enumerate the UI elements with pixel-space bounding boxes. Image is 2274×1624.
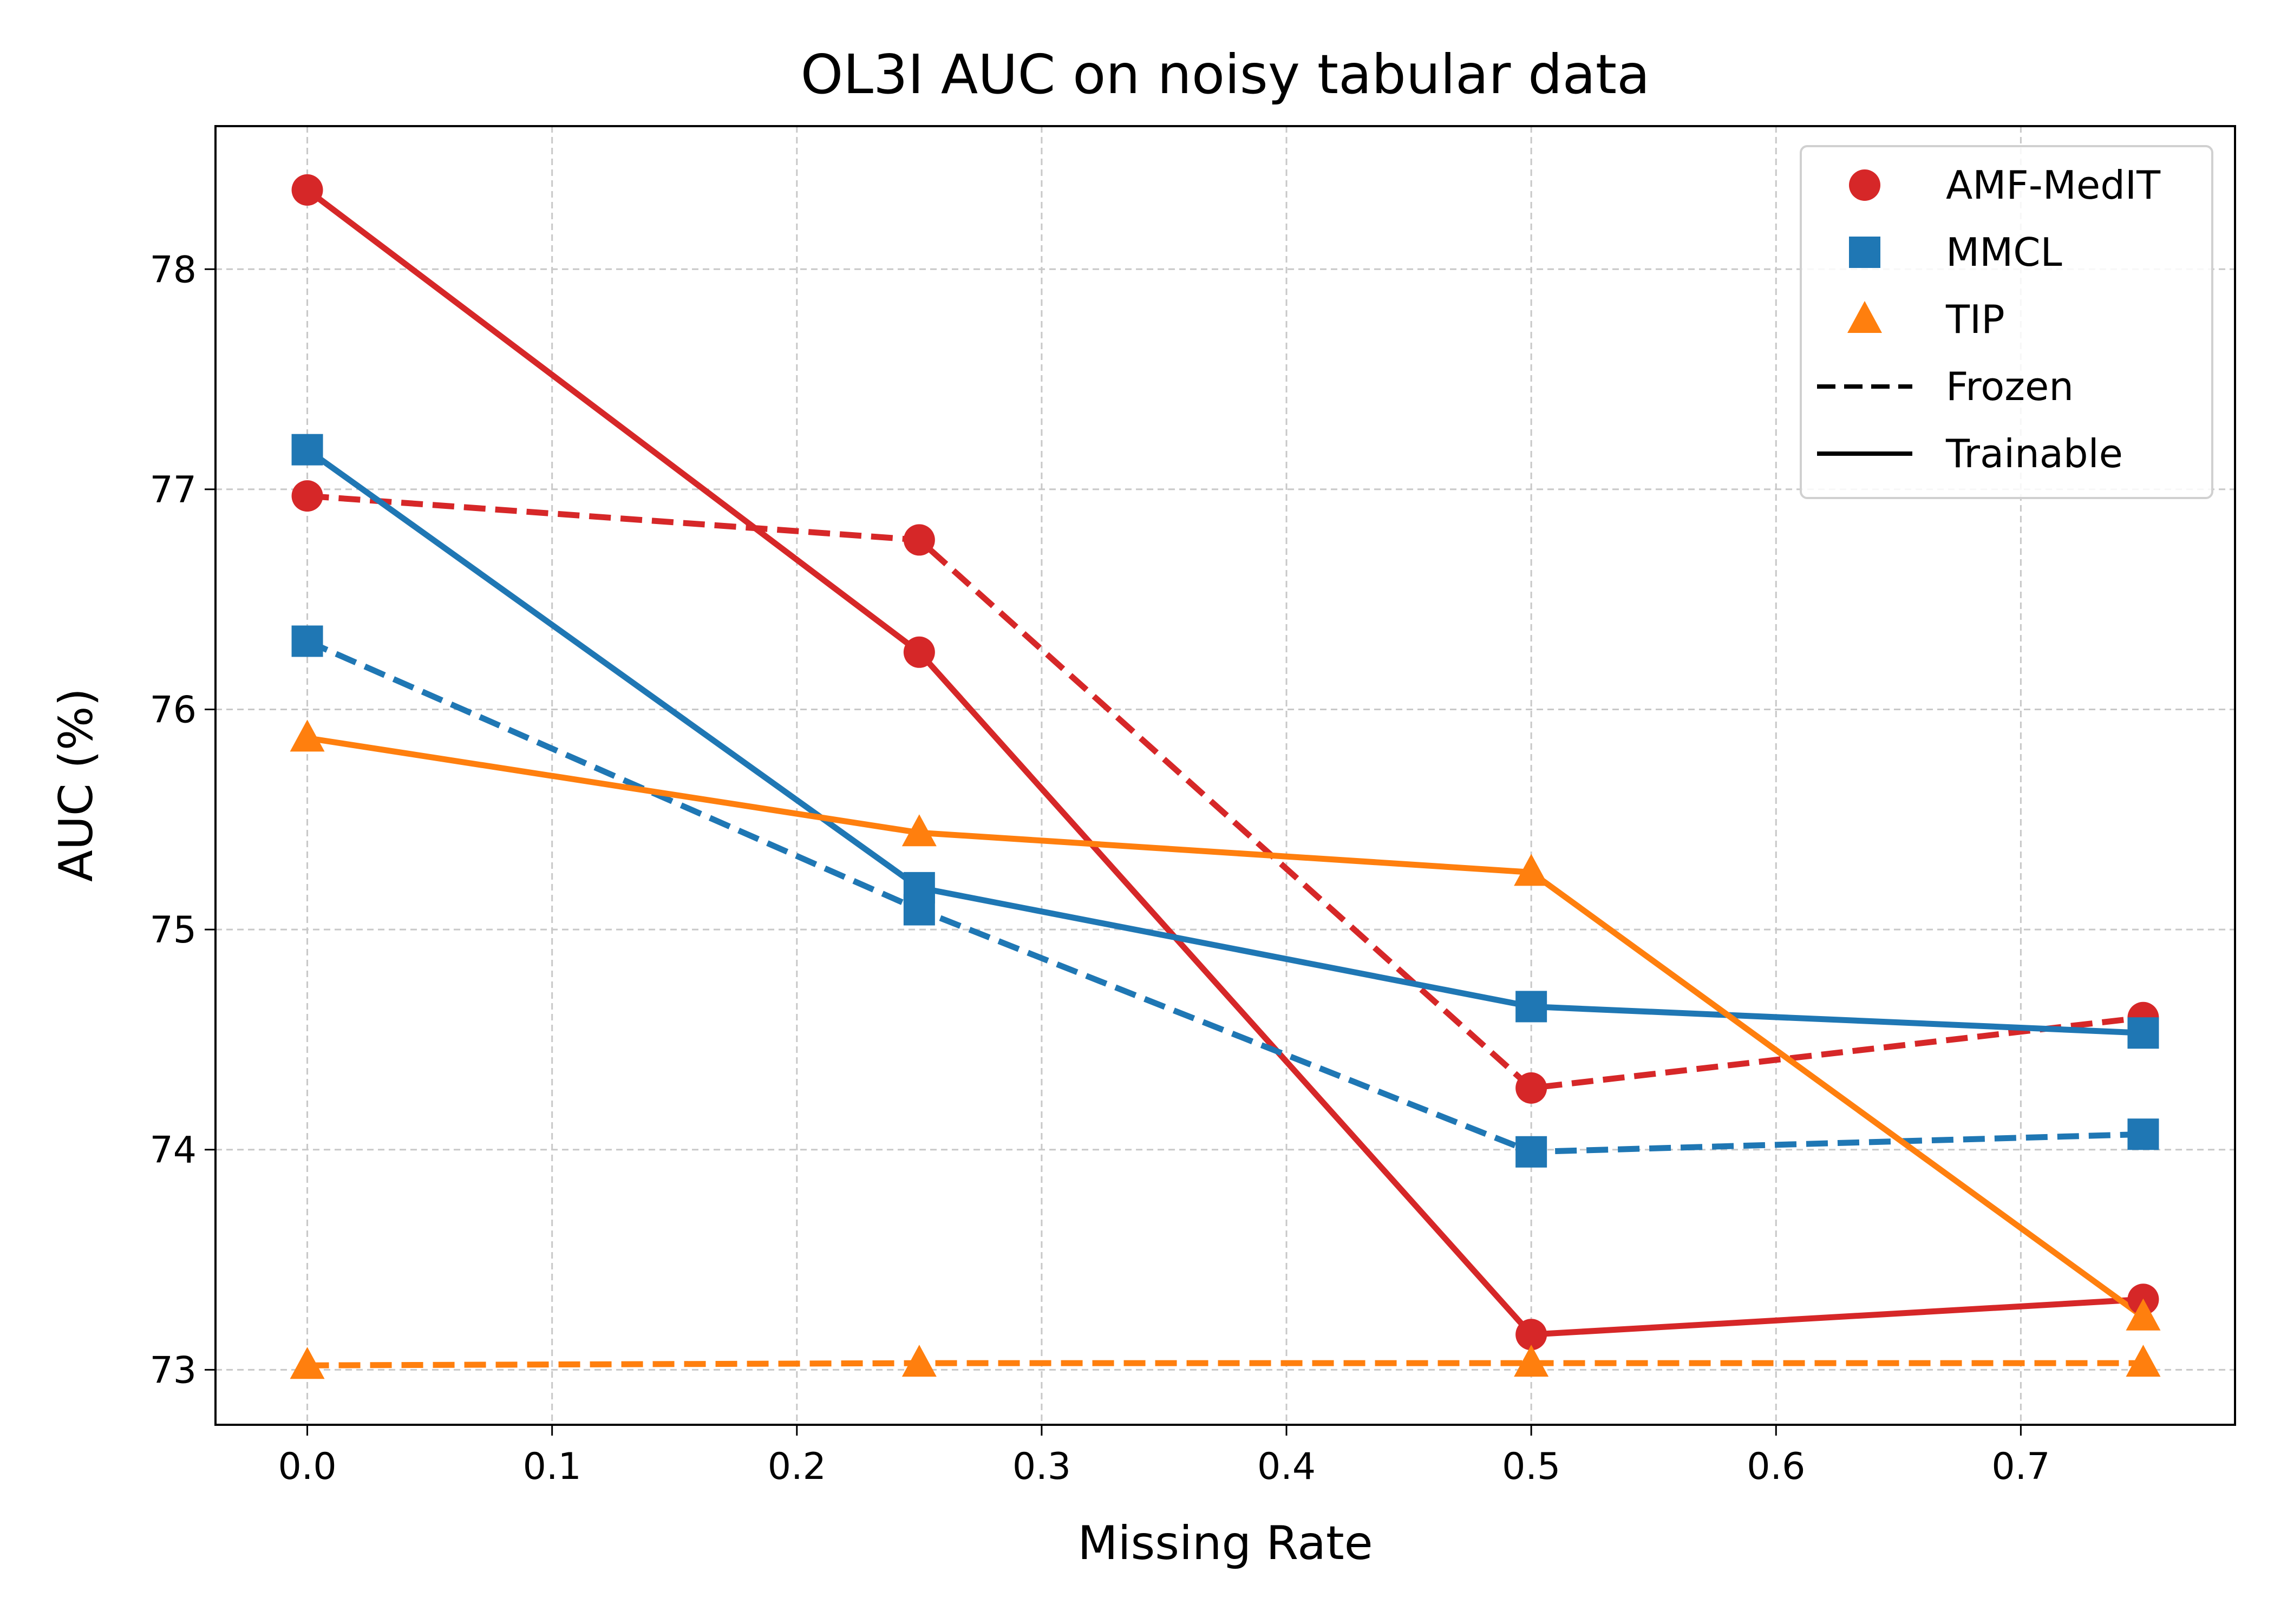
legend-label: MMCL [1946,230,2062,275]
series-line-amf-medit-trainable [305,187,2144,1338]
legend-box [1800,145,2213,499]
x-axis-title: Missing Rate [1077,1516,1373,1570]
data-point-tip-frozen [2126,1345,2161,1377]
data-point-mmcl-trainable [291,434,323,466]
legend-label: TIP [1945,297,2005,342]
data-point-amf-medit-frozen [291,480,323,512]
data-point-tip-trainable [290,719,325,752]
data-point-amf-medit-frozen [903,524,935,556]
data-point-mmcl-trainable [1515,991,1547,1023]
legend-marker-mmcl [1849,237,1880,268]
axis-ticks: 0.0 0.1 0.2 0.3 0.4 0.5 0.6 0.7 73 74 75 76 77 78 [149,248,2050,1488]
x-tick-label: 0.2 [768,1445,826,1488]
data-point-mmcl-trainable [2127,1017,2159,1049]
legend-label: Frozen [1946,364,2074,409]
series-line-amf-medit-frozen [307,493,2144,1091]
data-point-tip-trainable [2126,1298,2161,1331]
legend-marker-amf-medit [1849,169,1880,201]
series-line-mmcl-trainable [305,447,2144,1036]
series-markers [290,174,2161,1379]
data-point-mmcl-frozen [1515,1136,1547,1168]
x-tick-label: 0.3 [1012,1445,1071,1488]
y-tick-label: 74 [149,1129,197,1172]
x-tick-label: 0.7 [1991,1445,2050,1488]
x-tick-label: 0.5 [1502,1445,1560,1488]
legend-marker-tip [1847,301,1882,333]
data-point-tip-trainable [901,814,937,847]
y-tick-label: 78 [149,248,197,291]
y-tick-label: 77 [149,469,197,512]
legend-label: AMF-MedIT [1946,162,2161,208]
data-point-amf-medit-frozen [1515,1072,1547,1104]
data-point-mmcl-frozen [903,894,935,926]
data-point-tip-frozen [290,1347,325,1379]
y-tick-label: 75 [149,909,197,952]
data-point-tip-trainable [1514,854,1549,886]
series-lines [305,187,2145,1368]
x-tick-label: 0.6 [1747,1445,1805,1488]
legend: AMF-MedIT MMCL TIP Frozen Trainable [1800,145,2213,499]
data-point-amf-medit-trainable [1515,1319,1547,1351]
x-tick-label: 0.4 [1257,1445,1316,1488]
y-axis-title: AUC (%) [49,688,103,882]
data-point-mmcl-frozen [2127,1118,2159,1150]
chart-title: OL3I AUC on noisy tabular data [801,43,1650,106]
series-line-mmcl-frozen [306,638,2144,1155]
y-tick-label: 73 [149,1349,197,1392]
data-point-amf-medit-trainable [903,636,935,668]
data-point-tip-frozen [1514,1345,1549,1377]
plot-frame [214,125,2236,1426]
x-tick-label: 0.1 [523,1445,581,1488]
series-line-tip-trainable [306,735,2145,1320]
data-point-amf-medit-trainable [291,174,323,206]
data-point-mmcl-frozen [291,625,323,657]
series-line-tip-frozen [307,1360,2144,1368]
data-point-tip-frozen [901,1345,937,1377]
legend-label: Trainable [1945,431,2123,476]
y-tick-label: 76 [149,689,197,732]
x-tick-label: 0.0 [278,1445,336,1488]
